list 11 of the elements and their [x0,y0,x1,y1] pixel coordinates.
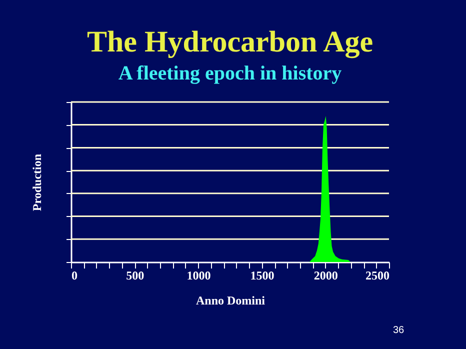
y-axis-title: Production [30,154,44,212]
x-tick-label: 1000 [186,268,211,282]
x-tick-label: 2500 [366,268,390,282]
x-tick-label: 0 [72,268,78,282]
x-axis-title: Anno Domini [196,294,266,308]
chart-subtitle: A fleeting epoch in history [118,62,342,84]
x-tick-label: 1500 [250,268,274,282]
x-tick-label: 2000 [314,268,338,282]
x-tick-label: 500 [126,268,144,282]
text: 36 [393,325,405,336]
chart-title: The Hydrocarbon Age [86,25,374,58]
